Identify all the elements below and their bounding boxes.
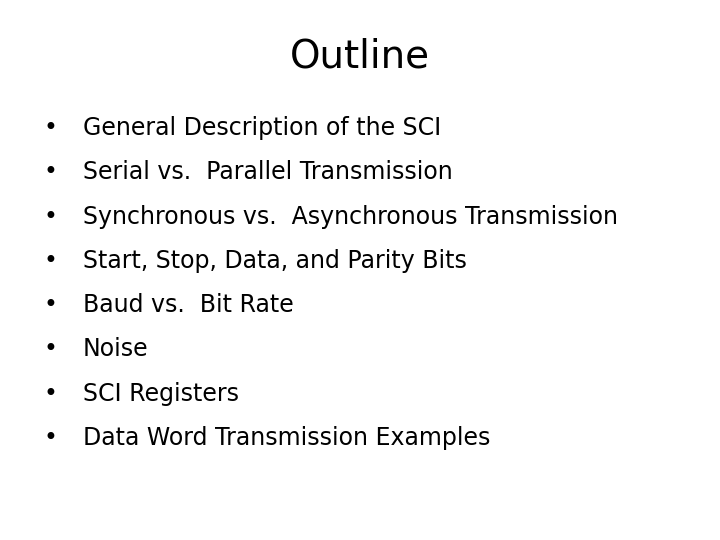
Text: Start, Stop, Data, and Parity Bits: Start, Stop, Data, and Parity Bits — [83, 249, 467, 273]
Text: •: • — [43, 205, 58, 228]
Text: Serial vs.  Parallel Transmission: Serial vs. Parallel Transmission — [83, 160, 453, 184]
Text: Data Word Transmission Examples: Data Word Transmission Examples — [83, 426, 490, 450]
Text: Outline: Outline — [290, 38, 430, 76]
Text: Noise: Noise — [83, 338, 148, 361]
Text: General Description of the SCI: General Description of the SCI — [83, 116, 441, 140]
Text: •: • — [43, 382, 58, 406]
Text: Synchronous vs.  Asynchronous Transmission: Synchronous vs. Asynchronous Transmissio… — [83, 205, 618, 228]
Text: Baud vs.  Bit Rate: Baud vs. Bit Rate — [83, 293, 294, 317]
Text: •: • — [43, 426, 58, 450]
Text: •: • — [43, 160, 58, 184]
Text: •: • — [43, 338, 58, 361]
Text: •: • — [43, 249, 58, 273]
Text: SCI Registers: SCI Registers — [83, 382, 239, 406]
Text: •: • — [43, 293, 58, 317]
Text: •: • — [43, 116, 58, 140]
